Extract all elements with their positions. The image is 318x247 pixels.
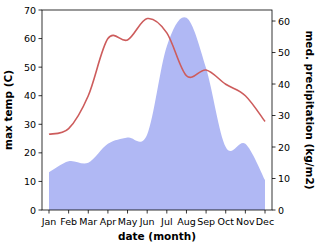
temperature-line	[49, 18, 265, 134]
x-tick	[245, 210, 246, 214]
y2-axis-label: med. precipitation (kg/m2)	[304, 30, 316, 189]
y-tick-label: 10	[24, 176, 36, 187]
x-tick	[147, 210, 148, 214]
y2-tick	[272, 210, 276, 211]
y-tick-label: 0	[30, 205, 36, 216]
y2-tick	[272, 21, 276, 22]
x-tick-label: May	[118, 216, 138, 227]
y-tick	[39, 181, 43, 182]
y-tick	[39, 152, 43, 153]
plot-area	[49, 17, 265, 210]
y2-tick-label: 40	[278, 79, 290, 90]
x-tick-label: Sep	[197, 216, 215, 227]
x-tick-label: Oct	[218, 216, 235, 227]
x-tick-label: Nov	[236, 216, 255, 227]
y2-tick	[272, 115, 276, 116]
x-tick-label: Aug	[177, 216, 196, 227]
y2-tick-label: 60	[278, 16, 290, 27]
y-tick-label: 70	[24, 5, 36, 16]
x-tick	[68, 210, 69, 214]
x-tick	[265, 210, 266, 214]
y2-tick-label: 50	[278, 47, 290, 58]
x-tick	[107, 210, 108, 214]
y-tick-label: 30	[24, 119, 36, 130]
x-tick-label: Jan	[41, 216, 57, 227]
x-tick-label: Jun	[139, 216, 155, 227]
y2-tick	[272, 52, 276, 53]
y2-tick	[272, 147, 276, 148]
y-tick-label: 60	[24, 33, 36, 44]
y-tick	[39, 10, 43, 11]
x-axis-label: date (month)	[118, 230, 196, 242]
x-tick	[49, 210, 50, 214]
y-tick-label: 50	[24, 62, 36, 73]
x-tick-label: Dec	[256, 216, 274, 227]
y-tick	[39, 95, 43, 96]
x-tick	[166, 210, 167, 214]
precipitation-area	[49, 17, 265, 210]
y-axis-label: max temp (C)	[2, 70, 14, 150]
y2-tick	[272, 84, 276, 85]
y2-tick-label: 0	[278, 205, 284, 216]
chart: JanFebMarAprMayJun Jul AugSepOctNovDec 0 10 2…	[0, 0, 318, 247]
y-tick	[39, 124, 43, 125]
y-tick	[39, 67, 43, 68]
x-tick	[88, 210, 89, 214]
x-tick	[225, 210, 226, 214]
y-tick-label: 20	[24, 147, 36, 158]
x-tick	[127, 210, 128, 214]
y2-tick-label: 10	[278, 173, 290, 184]
y-tick	[39, 210, 43, 211]
y2-tick-label: 30	[278, 110, 290, 121]
x-tick	[206, 210, 207, 214]
x-tick-label: Mar	[79, 216, 97, 227]
y-tick-label: 40	[24, 90, 36, 101]
x-tick-label: Jul	[160, 216, 172, 227]
y2-tick-label: 20	[278, 142, 290, 153]
y2-tick	[272, 178, 276, 179]
y-tick	[39, 38, 43, 39]
plot-frame	[42, 10, 272, 210]
x-tick-label: Apr	[100, 216, 117, 227]
x-tick-label: Feb	[60, 216, 77, 227]
x-tick	[186, 210, 187, 214]
